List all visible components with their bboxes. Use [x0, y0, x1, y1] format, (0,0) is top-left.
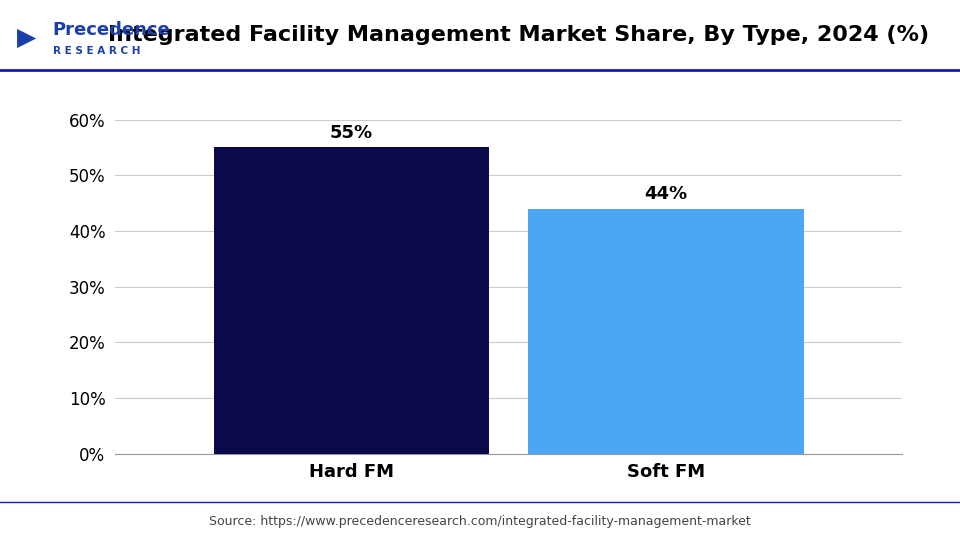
- Bar: [528, 208, 804, 454]
- Text: Source: https://www.precedenceresearch.com/integrated-facility-management-market: Source: https://www.precedenceresearch.c…: [209, 515, 751, 528]
- Text: 55%: 55%: [330, 124, 372, 142]
- Text: Precedence: Precedence: [53, 21, 171, 39]
- Text: R E S E A R C H: R E S E A R C H: [53, 46, 140, 56]
- Bar: [214, 147, 489, 454]
- Text: ▶: ▶: [17, 26, 36, 50]
- Text: 44%: 44%: [645, 185, 687, 203]
- Text: Integrated Facility Management Market Share, By Type, 2024 (%): Integrated Facility Management Market Sh…: [108, 25, 929, 45]
